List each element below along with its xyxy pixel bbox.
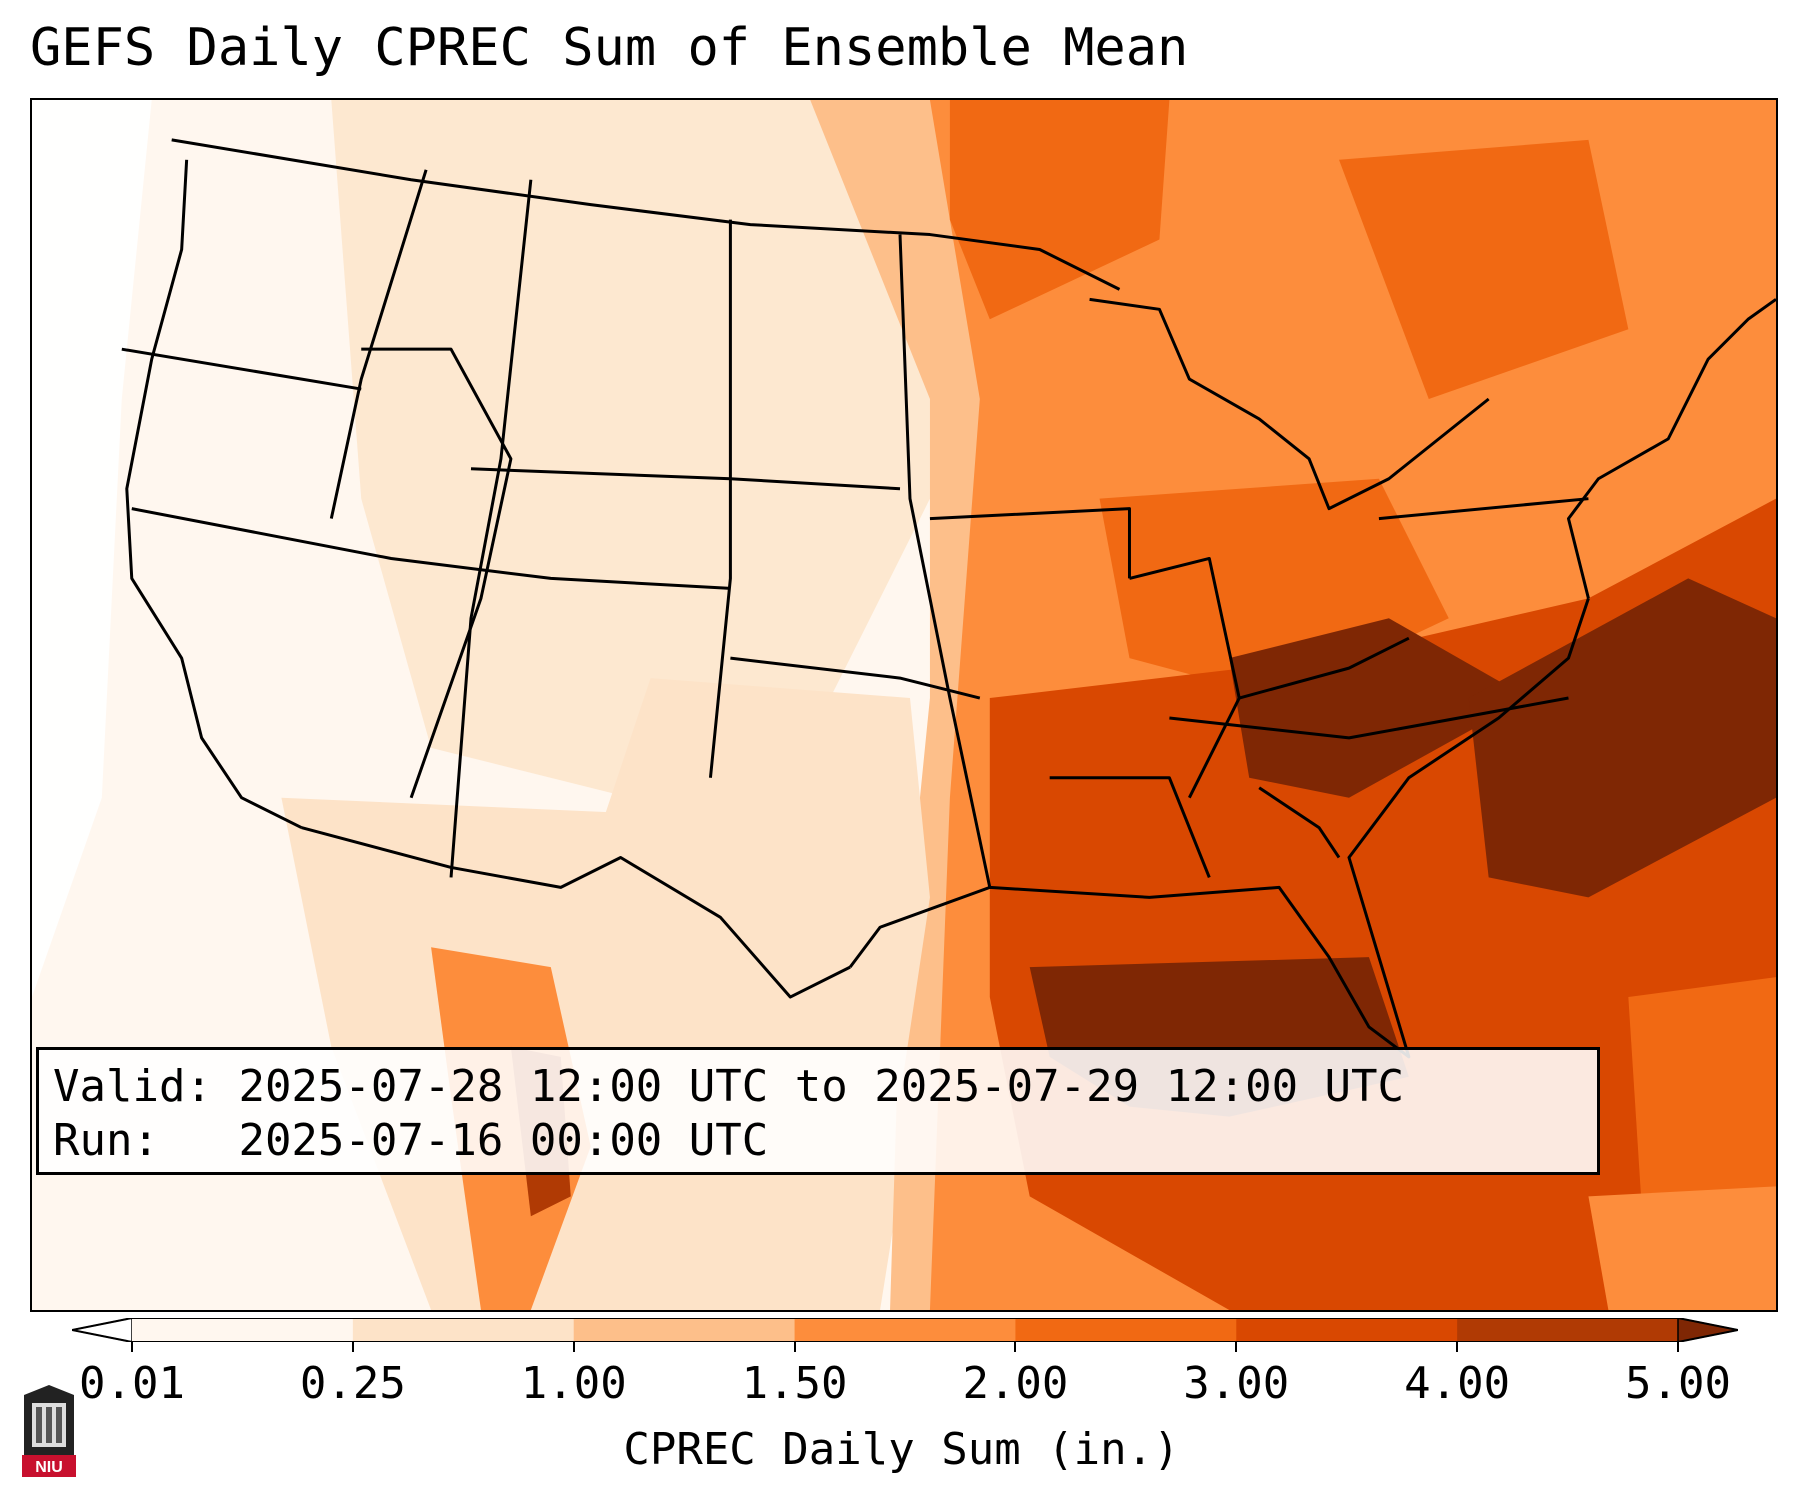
- state-borders: [121, 138, 1776, 1059]
- colorbar-tick-label: 5.00: [1625, 1358, 1731, 1409]
- colorbar-tick-mark: [1014, 1342, 1017, 1352]
- colorbar-canvas: [71, 1317, 1739, 1343]
- colorbar-tick-mark: [1235, 1342, 1238, 1352]
- colorbar-tick-mark: [793, 1342, 796, 1352]
- run-label: Run:: [53, 1115, 159, 1166]
- colorbar-tick-mark: [131, 1342, 133, 1352]
- colorbar-tick-mark: [572, 1342, 575, 1352]
- valid-label: Valid:: [53, 1061, 212, 1112]
- colorbar-label: CPREC Daily Sum (in.): [623, 1424, 1180, 1475]
- colorbar-extend-max: [1677, 1317, 1739, 1343]
- colorbar-extend-min: [71, 1317, 133, 1343]
- colorbar-tick-label: 2.00: [962, 1358, 1069, 1409]
- niu-logo-icon: NIU: [20, 1385, 78, 1479]
- run-value: 2025-07-16 00:00 UTC: [238, 1115, 769, 1166]
- map-title: GEFS Daily CPREC Sum of Ensemble Mean: [30, 18, 1189, 78]
- colorbar: [71, 1317, 1739, 1343]
- colorbar-tick-mark: [351, 1342, 354, 1352]
- colorbar-segment: [573, 1318, 796, 1342]
- colorbar-tick-mark: [1456, 1342, 1459, 1352]
- colorbar-segment: [1236, 1318, 1458, 1342]
- colorbar-tick-label: 0.01: [79, 1358, 185, 1409]
- colorbar-tick-label: 0.25: [299, 1358, 406, 1409]
- colorbar-tick-mark: [1677, 1342, 1679, 1352]
- logo-text: NIU: [35, 1459, 63, 1476]
- colorbar-tick-label: 1.50: [741, 1358, 848, 1409]
- colorbar-segment: [132, 1318, 354, 1342]
- colorbar-segment: [1457, 1318, 1679, 1342]
- colorbar-tick-label: 4.00: [1404, 1358, 1511, 1409]
- colorbar-segment: [794, 1318, 1016, 1342]
- info-box: Valid: 2025-07-28 12:00 UTC to 2025-07-2…: [36, 1047, 1600, 1175]
- colorbar-tick-label: 3.00: [1183, 1358, 1290, 1409]
- colorbar-tick-label: 1.00: [520, 1358, 627, 1409]
- colorbar-segment: [352, 1318, 575, 1342]
- valid-value: 2025-07-28 12:00 UTC to 2025-07-29 12:00…: [238, 1061, 1405, 1112]
- colorbar-segment: [1015, 1318, 1237, 1342]
